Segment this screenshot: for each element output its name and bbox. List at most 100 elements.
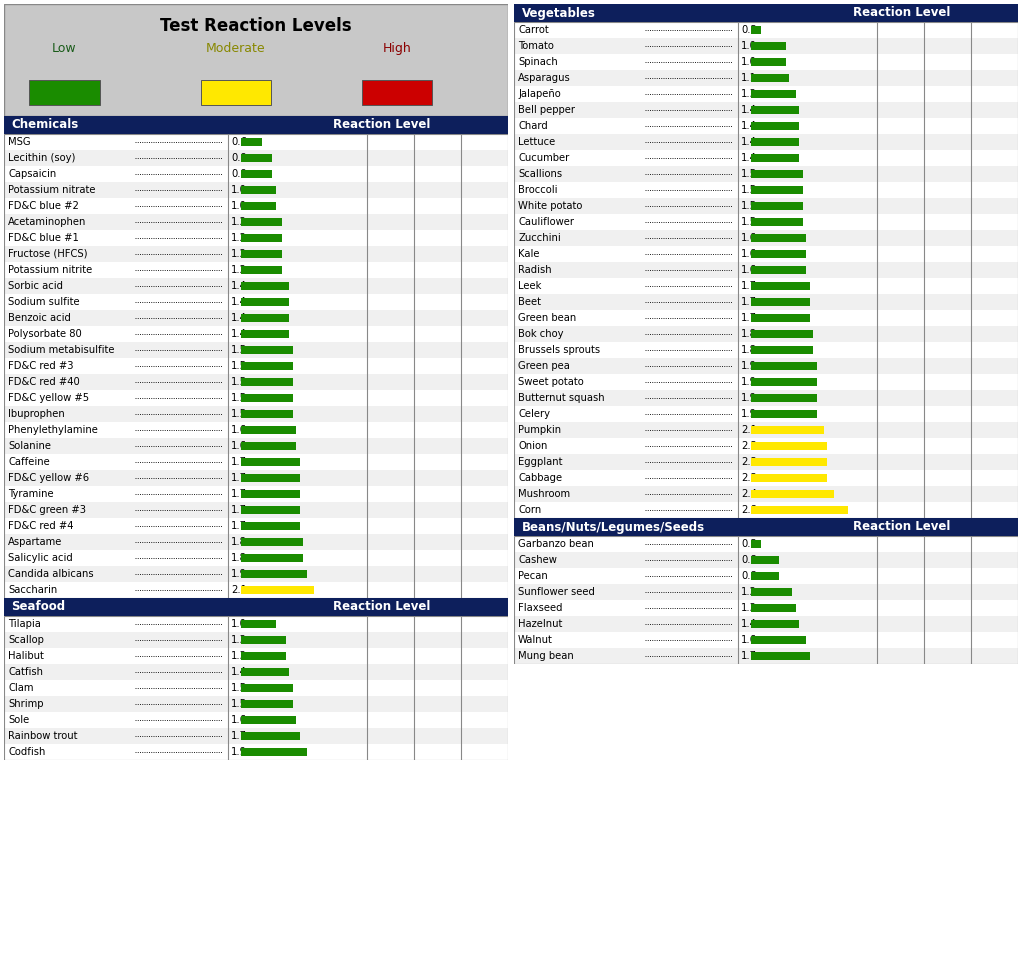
Bar (4, 680, 508, 696)
Bar (4, 712, 508, 728)
Text: Green bean: Green bean (518, 313, 577, 323)
Bar (751, 218, 803, 227)
Text: 2.2: 2.2 (741, 473, 758, 483)
Text: 1.7: 1.7 (741, 297, 758, 307)
Bar (4, 438, 508, 454)
Bar (514, 374, 1018, 390)
Text: FD&C yellow #6: FD&C yellow #6 (8, 473, 89, 483)
Text: Broccoli: Broccoli (518, 185, 557, 195)
Bar (30, 80, 99, 105)
Text: Acetaminophen: Acetaminophen (8, 217, 86, 227)
Bar (514, 86, 1018, 102)
Text: 1.5: 1.5 (741, 185, 758, 195)
Bar (751, 378, 817, 387)
Bar (751, 442, 827, 450)
Text: Ibuprophen: Ibuprophen (8, 409, 65, 419)
Text: Corn: Corn (518, 505, 542, 515)
Text: Solanine: Solanine (8, 441, 51, 451)
Text: Sunflower seed: Sunflower seed (518, 587, 595, 597)
Text: Salicylic acid: Salicylic acid (8, 553, 73, 563)
Bar (751, 170, 803, 178)
Bar (751, 393, 817, 402)
Bar (514, 310, 1018, 326)
Bar (241, 683, 293, 692)
Text: Rainbow trout: Rainbow trout (8, 731, 78, 741)
Bar (241, 138, 262, 147)
Bar (4, 358, 508, 374)
Text: Halibut: Halibut (8, 651, 44, 661)
Text: Saccharin: Saccharin (8, 585, 57, 595)
Bar (4, 182, 508, 198)
Text: Pecan: Pecan (518, 571, 548, 581)
Bar (514, 166, 1018, 182)
Text: Test Reaction Levels: Test Reaction Levels (160, 17, 352, 36)
Text: 1.0: 1.0 (231, 619, 247, 629)
Bar (241, 458, 300, 467)
Text: High: High (383, 42, 412, 55)
Text: Cashew: Cashew (518, 555, 557, 565)
Bar (751, 298, 810, 307)
Bar (751, 410, 817, 418)
Bar (4, 550, 508, 566)
Bar (751, 106, 800, 115)
Bar (514, 262, 1018, 278)
Text: Sole: Sole (8, 715, 30, 725)
Bar (4, 326, 508, 342)
Bar (4, 744, 508, 760)
Text: 1.0: 1.0 (741, 57, 757, 67)
Bar (751, 620, 800, 629)
Bar (514, 486, 1018, 502)
Bar (4, 632, 508, 648)
Bar (4, 166, 508, 182)
Bar (751, 603, 796, 612)
Text: 0.8: 0.8 (741, 555, 757, 565)
Bar (4, 294, 508, 310)
Bar (4, 486, 508, 502)
Bar (241, 250, 283, 258)
Bar (751, 233, 806, 242)
Text: 1.8: 1.8 (231, 537, 247, 547)
Bar (4, 214, 508, 230)
Text: Tyramine: Tyramine (8, 489, 53, 499)
Text: Sodium metabisulfite: Sodium metabisulfite (8, 345, 115, 355)
Bar (514, 246, 1018, 262)
Bar (4, 534, 508, 550)
Bar (514, 438, 1018, 454)
Bar (241, 233, 283, 242)
Bar (514, 118, 1018, 134)
Text: Potassium nitrate: Potassium nitrate (8, 185, 95, 195)
Text: 1.5: 1.5 (231, 699, 248, 709)
Text: Brussels sprouts: Brussels sprouts (518, 345, 600, 355)
Text: Cucumber: Cucumber (518, 153, 569, 163)
Bar (241, 378, 293, 387)
Bar (751, 555, 778, 564)
Bar (751, 138, 800, 147)
Bar (514, 502, 1018, 518)
Text: 1.8: 1.8 (231, 553, 247, 563)
Text: 1.5: 1.5 (231, 409, 248, 419)
Text: 1.7: 1.7 (741, 313, 758, 323)
Bar (751, 346, 813, 355)
Text: Garbanzo bean: Garbanzo bean (518, 539, 594, 549)
Bar (751, 425, 823, 435)
Bar (4, 150, 508, 166)
Bar (241, 620, 275, 629)
Text: 1.6: 1.6 (231, 425, 248, 435)
Bar (241, 186, 275, 195)
Bar (514, 38, 1018, 54)
Text: FD&C red #3: FD&C red #3 (8, 361, 74, 371)
Text: White potato: White potato (518, 201, 583, 211)
Text: 1.4: 1.4 (231, 667, 247, 677)
Text: 1.5: 1.5 (231, 377, 248, 387)
Text: Scallop: Scallop (8, 635, 44, 645)
Bar (751, 458, 827, 467)
Text: Bok choy: Bok choy (518, 329, 563, 339)
Bar (514, 134, 1018, 150)
Bar (514, 326, 1018, 342)
Bar (514, 552, 1018, 568)
Bar (751, 505, 848, 515)
Bar (4, 246, 508, 262)
Bar (241, 700, 293, 709)
Text: 1.1: 1.1 (741, 73, 758, 83)
Bar (514, 230, 1018, 246)
